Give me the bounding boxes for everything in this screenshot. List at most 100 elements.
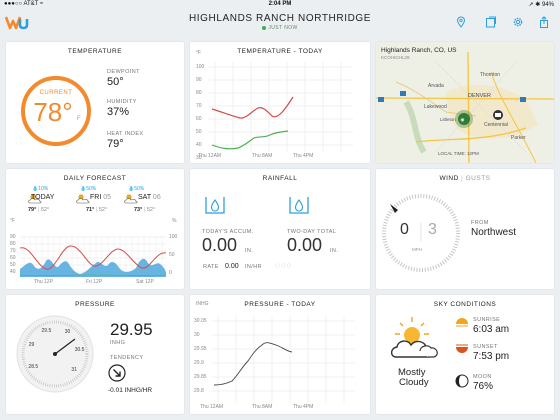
pressure-today-unit: INHG xyxy=(196,301,209,307)
carrier-signal: ●●●○○ AT&T ≈ xyxy=(4,1,44,7)
rainfall-card[interactable]: RAINFALL TODAY'S ACCUM. 0.00 IN. TWO-DAY… xyxy=(190,169,370,289)
temperature-ring xyxy=(21,76,91,146)
daily-forecast-title: DAILY FORECAST xyxy=(63,175,127,182)
daily-y-tick: 90 xyxy=(10,234,16,240)
temperature-title: TEMPERATURE xyxy=(67,48,123,55)
temp-today-y-tick: 30 xyxy=(196,155,202,161)
map-place: Arvada xyxy=(428,83,444,89)
dewpoint-value: 50° xyxy=(107,76,124,88)
two-day-unit: IN. xyxy=(330,248,339,254)
mostly-cloudy-icon xyxy=(390,317,438,358)
temp-unit: F xyxy=(77,116,81,122)
pressure-today-chart xyxy=(212,315,355,403)
temp-today-y-tick: 70 xyxy=(196,103,202,109)
raindrop-rate-icon: ◌◌◌ xyxy=(275,261,293,270)
day-name: FRI 05 xyxy=(90,194,112,201)
pressure-today-x-tick: Thu 8AM xyxy=(252,404,273,410)
raindrop-icon: 💧 xyxy=(128,186,135,192)
status-time: 2:04 PM xyxy=(268,1,292,7)
partly-cloudy-icon xyxy=(28,194,42,204)
condition-line2: Cloudy xyxy=(399,377,429,388)
temp-today-y-tick: 50 xyxy=(196,129,202,135)
rate-label: RATE xyxy=(203,264,219,270)
daily-y-tick: 50 xyxy=(10,262,16,268)
today-accum-unit: IN. xyxy=(245,248,254,254)
forecast-day[interactable]: 💧50% SAT 06 73° | 52° xyxy=(124,186,170,226)
edit-layout-icon[interactable] xyxy=(485,16,497,28)
heat-index-label: HEAT INDEX xyxy=(107,131,144,137)
raindrop-icon: 💧 xyxy=(80,186,87,192)
pressure-today-card[interactable]: PRESSURE - TODAY INHG 30.05 30 29.95 29.9 29… xyxy=(190,295,370,414)
precip-chance: 💧50% xyxy=(80,186,97,192)
wu-logo[interactable] xyxy=(4,13,30,31)
wind-from-label: FROM xyxy=(471,220,489,226)
daily-x-tick: Fri 12P xyxy=(86,279,103,285)
gear-icon[interactable] xyxy=(512,16,524,28)
sunset-label: SUNSET xyxy=(473,344,498,350)
sky-title: SKY CONDITIONS xyxy=(433,301,497,308)
daily-unit-pct: % xyxy=(172,218,177,224)
precip-chance: 💧50% xyxy=(128,186,145,192)
day-temps: 79° | 52° xyxy=(28,207,50,213)
rain-gauge-icon xyxy=(205,197,225,214)
sunset-time: 7:53 pm xyxy=(473,351,510,362)
wind-speed: 0 xyxy=(400,221,409,238)
daily-y-tick: 60 xyxy=(10,255,16,261)
pressure-dial-label: 29 xyxy=(28,342,35,349)
temperature-card[interactable]: TEMPERATURE CURRENT 78° F DEWPOINT 50° H… xyxy=(6,42,184,163)
humidity-label: HUMIDITY xyxy=(107,99,137,105)
wind-card[interactable]: WIND | GUSTS 0 3 MPH FROM Northwest xyxy=(376,169,554,289)
daily-forecast-card[interactable]: DAILY FORECAST 💧10% TODAY 79° | 52° 💧50% FR… xyxy=(6,169,184,289)
map-card[interactable]: ◉ Highlands Ranch, CO, US KCOHIGHL29 Tho… xyxy=(376,42,554,163)
day-temps: 73° | 52° xyxy=(134,207,156,213)
pressure-today-x-tick: Thu 12AM xyxy=(200,404,224,410)
pressure-today-y-tick: 30.05 xyxy=(194,318,207,324)
pressure-card[interactable]: PRESSURE 28.5 29 29.5 30 30.5 31 29.95 INHG T… xyxy=(6,295,184,414)
temp-today-x-tick: Thu 4PM xyxy=(293,153,314,159)
rate-unit: IN/HR xyxy=(245,264,262,270)
temperature-today-card[interactable]: TEMPERATURE - TODAY °F 100 90 80 70 60 50 40 30… xyxy=(190,42,370,163)
wind-header: WIND | GUSTS xyxy=(439,175,491,182)
partly-cloudy-icon xyxy=(76,194,90,204)
temp-today-x-tick: Thu 12AM xyxy=(198,153,222,159)
raindrop-icon: 💧 xyxy=(32,186,39,192)
today-accum-label: TODAY'S ACCUM. xyxy=(202,229,254,235)
sunrise-label: SUNRISE xyxy=(473,317,501,323)
status-bar: ●●●○○ AT&T ≈ 2:04 PM ➚ ✱ 94% xyxy=(0,0,560,10)
sky-conditions-card[interactable]: SKY CONDITIONS Mostly Cloudy SUNRISE 6:0… xyxy=(376,295,554,414)
live-dot-icon xyxy=(262,25,267,30)
temp-today-y-tick: 100 xyxy=(196,64,205,70)
share-icon[interactable] xyxy=(538,16,550,28)
moon-phase-icon xyxy=(455,374,469,388)
forecast-day[interactable]: 💧10% TODAY 79° | 52° xyxy=(28,186,74,226)
pressure-today-y-tick: 29.85 xyxy=(194,374,207,380)
tendency-label: TENDENCY xyxy=(110,355,144,361)
day-name: SAT 06 xyxy=(138,194,161,201)
rate-value: 0.00 xyxy=(225,263,239,270)
forecast-day[interactable]: 💧50% FRI 05 71° | 52° xyxy=(76,186,122,226)
sunset-icon xyxy=(456,344,468,353)
map-view[interactable]: ◉ xyxy=(376,42,554,163)
pressure-today-y-tick: 29.95 xyxy=(194,346,207,352)
location-pin-icon[interactable] xyxy=(455,16,467,28)
tendency-arrow-icon xyxy=(108,364,126,382)
daily-y-right-tick: 50 xyxy=(169,252,175,258)
pressure-today-title: PRESSURE - TODAY xyxy=(244,301,316,308)
wind-title: WIND xyxy=(439,175,459,182)
update-status: JUST NOW xyxy=(0,25,560,31)
day-temps: 71° | 52° xyxy=(86,207,108,213)
map-place: Lakewood xyxy=(424,104,447,110)
pressure-today-x-tick: Thu 4PM xyxy=(293,404,314,410)
daily-y-tick: 70 xyxy=(10,248,16,254)
daily-x-tick: Sat 12P xyxy=(136,279,154,285)
daily-x-tick: Thu 12P xyxy=(34,279,53,285)
humidity-value: 37% xyxy=(107,106,130,118)
daily-y-tick: 80 xyxy=(10,241,16,247)
location-title[interactable]: HIGHLANDS RANCH NORTHRIDGE xyxy=(188,13,372,24)
temperature-today-title: TEMPERATURE - TODAY xyxy=(237,48,323,55)
partly-cloudy-icon xyxy=(124,194,138,204)
pressure-dial-label: 28.5 xyxy=(28,363,39,370)
pressure-value: 29.95 xyxy=(110,320,153,339)
top-bar: HIGHLANDS RANCH NORTHRIDGE JUST NOW xyxy=(0,8,560,40)
pressure-dial xyxy=(16,315,94,393)
